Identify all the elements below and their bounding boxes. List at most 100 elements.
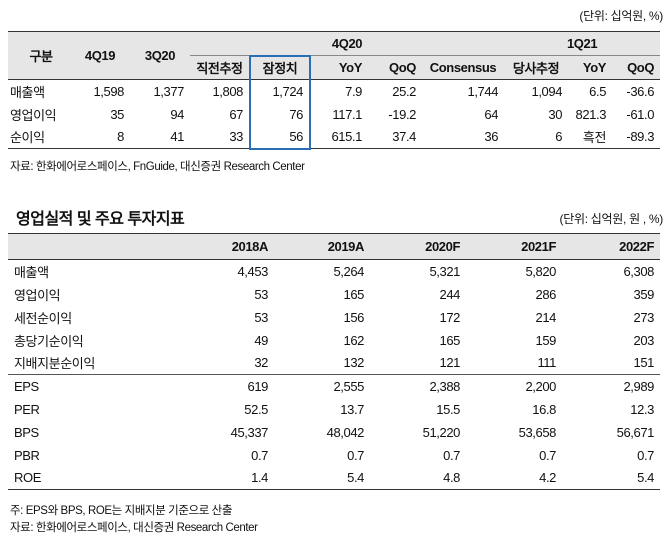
cell: 5.4 (562, 466, 660, 490)
header-qoq: QoQ (368, 55, 422, 80)
cell: 94 (170, 106, 184, 122)
cell: 6,308 (623, 263, 654, 279)
header-prev-estimate: 직전추정 (190, 55, 250, 80)
cell: 4.2 (466, 466, 562, 490)
cell: 56,671 (616, 424, 655, 440)
annual-indicators-table: 2018A 2019A 2020F 2021F 2022F 매출액 4,453 … (8, 233, 660, 490)
table-row: 지배지분순이익 32 132 121 111 151 (8, 352, 660, 375)
cell: 4,453 (237, 263, 268, 279)
cell: 16.8 (532, 401, 556, 417)
header-group-4q20: 4Q20 (190, 31, 505, 56)
table2-source: 자료: 한화에어로스페이스, 대신증권 Research Center (10, 522, 258, 534)
cell: 52.5 (244, 401, 268, 417)
cell: 2,555 (274, 374, 370, 398)
cell: 172 (439, 309, 461, 325)
cell: 36 (422, 125, 505, 149)
cell: 30 (548, 106, 563, 122)
header-3q20: 3Q20 (130, 31, 190, 80)
cell: 15.5 (436, 401, 460, 417)
cell: 5.4 (274, 466, 370, 490)
cell: 7.9 (345, 83, 362, 99)
cell: 56 (249, 125, 311, 150)
table-row: 순이익 8 41 33 56 615.1 37.4 36 6 흑전 -89.3 (8, 125, 661, 150)
row-label: 지배지분순이익 (14, 356, 95, 372)
cell: 615.1 (310, 125, 368, 149)
cell: 151 (633, 355, 655, 371)
header-2022f: 2022F (562, 233, 660, 260)
row-label: EPS (8, 374, 150, 398)
cell: 1.4 (150, 466, 274, 490)
header-2018a: 2018A (150, 233, 274, 260)
cell: 5,820 (525, 263, 556, 279)
cell: 0.7 (443, 447, 460, 463)
table1-unit: (단위: 십억원, %) (579, 9, 663, 23)
cell: 35 (110, 106, 124, 122)
table-row: ROE 1.4 5.4 4.8 4.2 5.4 (8, 466, 660, 490)
cell: 5,264 (333, 263, 364, 279)
cell: 121 (439, 355, 461, 371)
cell: 0.7 (539, 447, 556, 463)
cell: 6.5 (589, 83, 607, 99)
table2-note: 주: EPS와 BPS, ROE는 지배지분 기준으로 산출 (10, 505, 233, 517)
header-yoy-1q21: YoY (568, 55, 613, 80)
cell: 162 (343, 332, 365, 348)
row-label: PER (14, 401, 40, 417)
cell: 244 (439, 286, 461, 302)
cell: 359 (633, 286, 655, 302)
cell: 1,744 (467, 83, 499, 99)
header-blank (8, 233, 150, 260)
header-our-estimate: 당사추정 (504, 55, 569, 80)
row-label: 영업이익 (10, 107, 57, 123)
cell: 53 (254, 309, 268, 325)
cell: 1,808 (212, 83, 243, 99)
row-label: 매출액 (14, 264, 49, 280)
cell: 1,598 (93, 83, 124, 99)
row-label: 영업이익 (14, 287, 61, 303)
cell: 2,388 (370, 374, 466, 398)
cell: 76 (249, 102, 311, 126)
row-label: 총당기순이익 (14, 333, 84, 349)
row-label: ROE (8, 466, 150, 490)
cell: 165 (439, 332, 461, 348)
header-2019a: 2019A (274, 233, 370, 260)
table-row: 영업이익 35 94 67 76 117.1 -19.2 64 30 821.3… (8, 102, 660, 126)
row-label: BPS (14, 424, 39, 440)
cell: 2,989 (562, 374, 660, 398)
cell: 흑전 (568, 125, 613, 149)
cell: 53,658 (518, 424, 557, 440)
cell: 1,377 (153, 83, 184, 99)
cell: 32 (254, 355, 268, 371)
quarterly-earnings-table: 구분 4Q19 3Q20 4Q20 1Q21 직전추정 잠정치 YoY QoQ … (8, 31, 661, 150)
cell: 0.7 (347, 447, 364, 463)
header-label: 구분 (8, 31, 70, 80)
cell: 117.1 (332, 106, 362, 122)
row-label: 매출액 (10, 84, 45, 100)
header-4q19: 4Q19 (70, 31, 130, 80)
cell: 111 (537, 355, 556, 371)
header-2020f: 2020F (370, 233, 466, 260)
cell: 37.4 (368, 125, 422, 149)
table-row: 매출액 1,598 1,377 1,808 1,724 7.9 25.2 1,7… (8, 79, 660, 103)
cell: 2,200 (466, 374, 562, 398)
table-row: 총당기순이익 49 162 165 159 203 (8, 329, 660, 352)
cell: 8 (70, 125, 130, 149)
cell: 4.8 (370, 466, 466, 490)
table2-unit: (단위: 십억원, 원 , %) (559, 212, 664, 226)
cell: 33 (190, 125, 250, 149)
cell: 165 (343, 286, 365, 302)
cell: -61.0 (626, 106, 655, 122)
row-label: PBR (14, 447, 40, 463)
row-label: 세전순이익 (14, 310, 72, 326)
header-preliminary: 잠정치 (249, 54, 311, 80)
cell: 214 (535, 309, 557, 325)
cell: 13.7 (340, 401, 364, 417)
header-2021f: 2021F (466, 233, 562, 260)
cell: 0.7 (251, 447, 268, 463)
table-row: BPS 45,337 48,042 51,220 53,658 56,671 (8, 421, 660, 444)
cell: 159 (535, 332, 557, 348)
cell: 41 (130, 125, 190, 149)
cell: 64 (484, 106, 499, 122)
cell: 5,321 (429, 263, 460, 279)
table-row: PBR 0.7 0.7 0.7 0.7 0.7 (8, 444, 660, 467)
cell: 25.2 (392, 83, 416, 99)
